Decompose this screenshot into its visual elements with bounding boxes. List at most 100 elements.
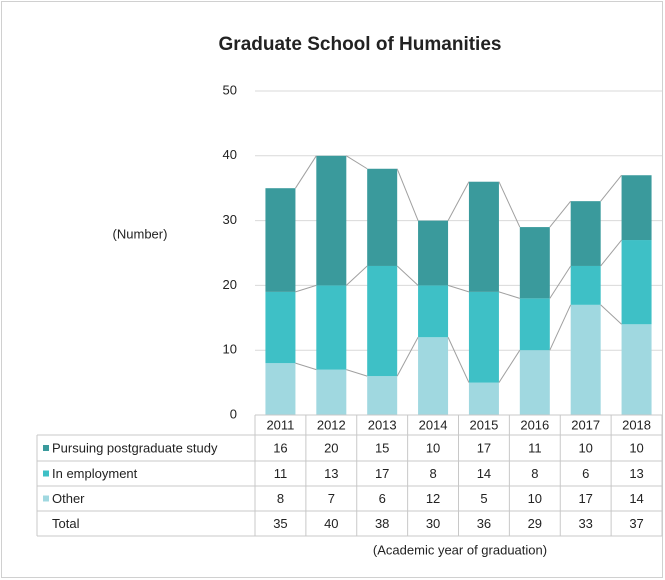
series-line xyxy=(295,155,317,189)
y-tick-label: 50 xyxy=(223,82,237,97)
bar-segment xyxy=(468,181,499,292)
bar-segment xyxy=(621,240,652,325)
series-line xyxy=(549,304,572,351)
legend-label: Pursuing postgraduate study xyxy=(52,440,218,455)
legend-label: Other xyxy=(52,491,85,506)
table-row-label: Total xyxy=(52,516,80,531)
x-tick-label: 2012 xyxy=(317,417,346,432)
series-line xyxy=(396,265,419,286)
y-tick-label: 0 xyxy=(230,406,237,421)
series-line xyxy=(447,284,470,293)
bar-segment xyxy=(570,304,601,415)
table-cell: 8 xyxy=(277,491,284,506)
bar-segment xyxy=(621,175,652,241)
x-axis-label: (Academic year of graduation) xyxy=(373,542,547,557)
table-cell: 11 xyxy=(528,440,542,455)
series-line xyxy=(346,369,368,377)
x-tick-label: 2017 xyxy=(571,417,600,432)
bar-segment xyxy=(519,227,550,299)
bar-segment xyxy=(316,285,347,370)
bar-segment xyxy=(265,188,296,292)
bar-segment xyxy=(468,382,499,415)
table-cell: 10 xyxy=(528,491,542,506)
table-cell: 6 xyxy=(582,466,589,481)
bar-segment xyxy=(265,363,296,415)
legend-key xyxy=(43,495,49,502)
table-cell: 12 xyxy=(426,491,440,506)
x-tick-label: 2013 xyxy=(368,417,397,432)
x-tick-label: 2015 xyxy=(469,417,498,432)
series-line xyxy=(345,265,368,286)
table-cell: 11 xyxy=(274,466,288,481)
table-cell: 10 xyxy=(629,440,643,455)
bar-segment xyxy=(316,369,347,415)
table-cell: 14 xyxy=(629,491,643,506)
bar-segment xyxy=(570,265,601,305)
table-cell: 35 xyxy=(273,516,287,531)
table-cell: 10 xyxy=(426,440,440,455)
bar-segment xyxy=(316,155,347,286)
table-cell: 16 xyxy=(273,440,287,455)
y-axis-label: (Number) xyxy=(113,226,168,241)
series-line xyxy=(447,181,470,221)
table-cell: 8 xyxy=(429,466,436,481)
series-line xyxy=(447,337,470,383)
y-tick-label: 30 xyxy=(223,212,237,227)
series-line xyxy=(295,362,317,371)
table-cell: 37 xyxy=(629,516,643,531)
table-cell: 7 xyxy=(328,491,335,506)
table-cell: 30 xyxy=(426,516,440,531)
table-cell: 6 xyxy=(379,491,386,506)
table-cell: 29 xyxy=(528,516,542,531)
bar-segment xyxy=(418,220,449,286)
legend-label: In employment xyxy=(52,466,138,481)
bar-segment xyxy=(519,298,550,351)
series-line xyxy=(498,291,520,299)
table-cell: 17 xyxy=(375,466,389,481)
series-line xyxy=(498,181,521,228)
bar-segment xyxy=(418,285,449,338)
series-line xyxy=(396,168,419,221)
bar-segment xyxy=(367,376,398,415)
bar-segment xyxy=(367,168,398,266)
x-tick-label: 2011 xyxy=(266,417,294,432)
bar-segment xyxy=(265,291,296,364)
series-line xyxy=(396,337,419,377)
bar-segment xyxy=(468,291,499,383)
series-line xyxy=(600,239,622,267)
table-cell: 38 xyxy=(375,516,389,531)
table-cell: 15 xyxy=(375,440,389,455)
table-cell: 10 xyxy=(578,440,592,455)
series-line xyxy=(295,284,317,293)
bar-segment xyxy=(418,337,449,415)
series-line xyxy=(346,155,368,170)
series-line xyxy=(498,349,521,383)
x-tick-label: 2016 xyxy=(520,417,549,432)
table-cell: 40 xyxy=(324,516,338,531)
table-cell: 13 xyxy=(629,466,643,481)
bar-segment xyxy=(519,350,550,415)
y-tick-label: 10 xyxy=(223,342,237,357)
table-cell: 36 xyxy=(477,516,491,531)
bar-segment xyxy=(367,265,398,377)
table-cell: 17 xyxy=(477,440,491,455)
series-line xyxy=(549,200,572,228)
table-cell: 17 xyxy=(578,491,592,506)
series-line xyxy=(600,304,622,325)
y-tick-label: 40 xyxy=(223,147,237,162)
x-tick-label: 2014 xyxy=(419,417,448,432)
series-line xyxy=(549,265,572,299)
table-cell: 5 xyxy=(480,491,487,506)
chart-title: Graduate School of Humanities xyxy=(219,34,502,55)
table-cell: 33 xyxy=(578,516,592,531)
table-cell: 20 xyxy=(324,440,338,455)
x-tick-label: 2018 xyxy=(622,417,651,432)
legend-key xyxy=(43,445,49,451)
bar-segment xyxy=(621,324,652,415)
bar-segment xyxy=(570,201,601,266)
y-tick-label: 20 xyxy=(223,277,237,292)
series-line xyxy=(600,174,622,202)
legend-key xyxy=(43,470,49,477)
table-cell: 8 xyxy=(531,466,538,481)
